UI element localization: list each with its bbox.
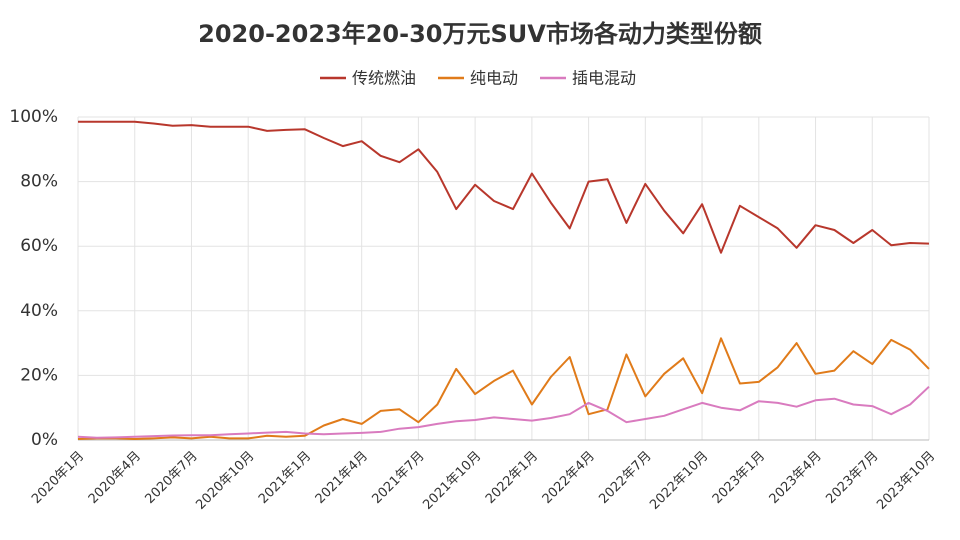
x-tick-label: 2020年10月 xyxy=(193,449,257,513)
x-tick-label: 2022年7月 xyxy=(596,449,654,507)
y-tick-label: 40% xyxy=(20,301,58,321)
legend-label: 插电混动 xyxy=(572,69,636,88)
x-tick-label: 2022年10月 xyxy=(647,449,711,513)
legend-label: 传统燃油 xyxy=(352,69,416,88)
y-tick-label: 100% xyxy=(9,107,58,127)
x-tick-label: 2021年1月 xyxy=(256,449,314,507)
chart-title: 2020-2023年20-30万元SUV市场各动力类型份额 xyxy=(198,20,762,48)
x-tick-label: 2020年7月 xyxy=(143,449,201,507)
legend-label: 纯电动 xyxy=(470,69,518,88)
y-tick-label: 0% xyxy=(31,430,58,450)
series-line xyxy=(77,337,930,440)
x-tick-label: 2023年10月 xyxy=(874,449,938,513)
x-tick-label: 2023年4月 xyxy=(767,449,825,507)
y-tick-label: 80% xyxy=(20,172,58,192)
x-tick-label: 2020年4月 xyxy=(86,449,144,507)
x-tick-label: 2023年7月 xyxy=(823,449,881,507)
series-line xyxy=(77,385,930,439)
series-line xyxy=(78,120,930,254)
x-tick-label: 2023年1月 xyxy=(710,449,768,507)
x-tick-label: 2021年4月 xyxy=(313,449,371,507)
x-tick-label: 2020年1月 xyxy=(29,449,87,507)
x-tick-label: 2022年1月 xyxy=(483,449,541,507)
y-tick-label: 20% xyxy=(20,365,58,385)
x-tick-label: 2021年10月 xyxy=(420,449,484,513)
x-tick-label: 2021年7月 xyxy=(369,449,427,507)
x-tick-label: 2022年4月 xyxy=(540,449,598,507)
y-tick-label: 60% xyxy=(20,236,58,256)
